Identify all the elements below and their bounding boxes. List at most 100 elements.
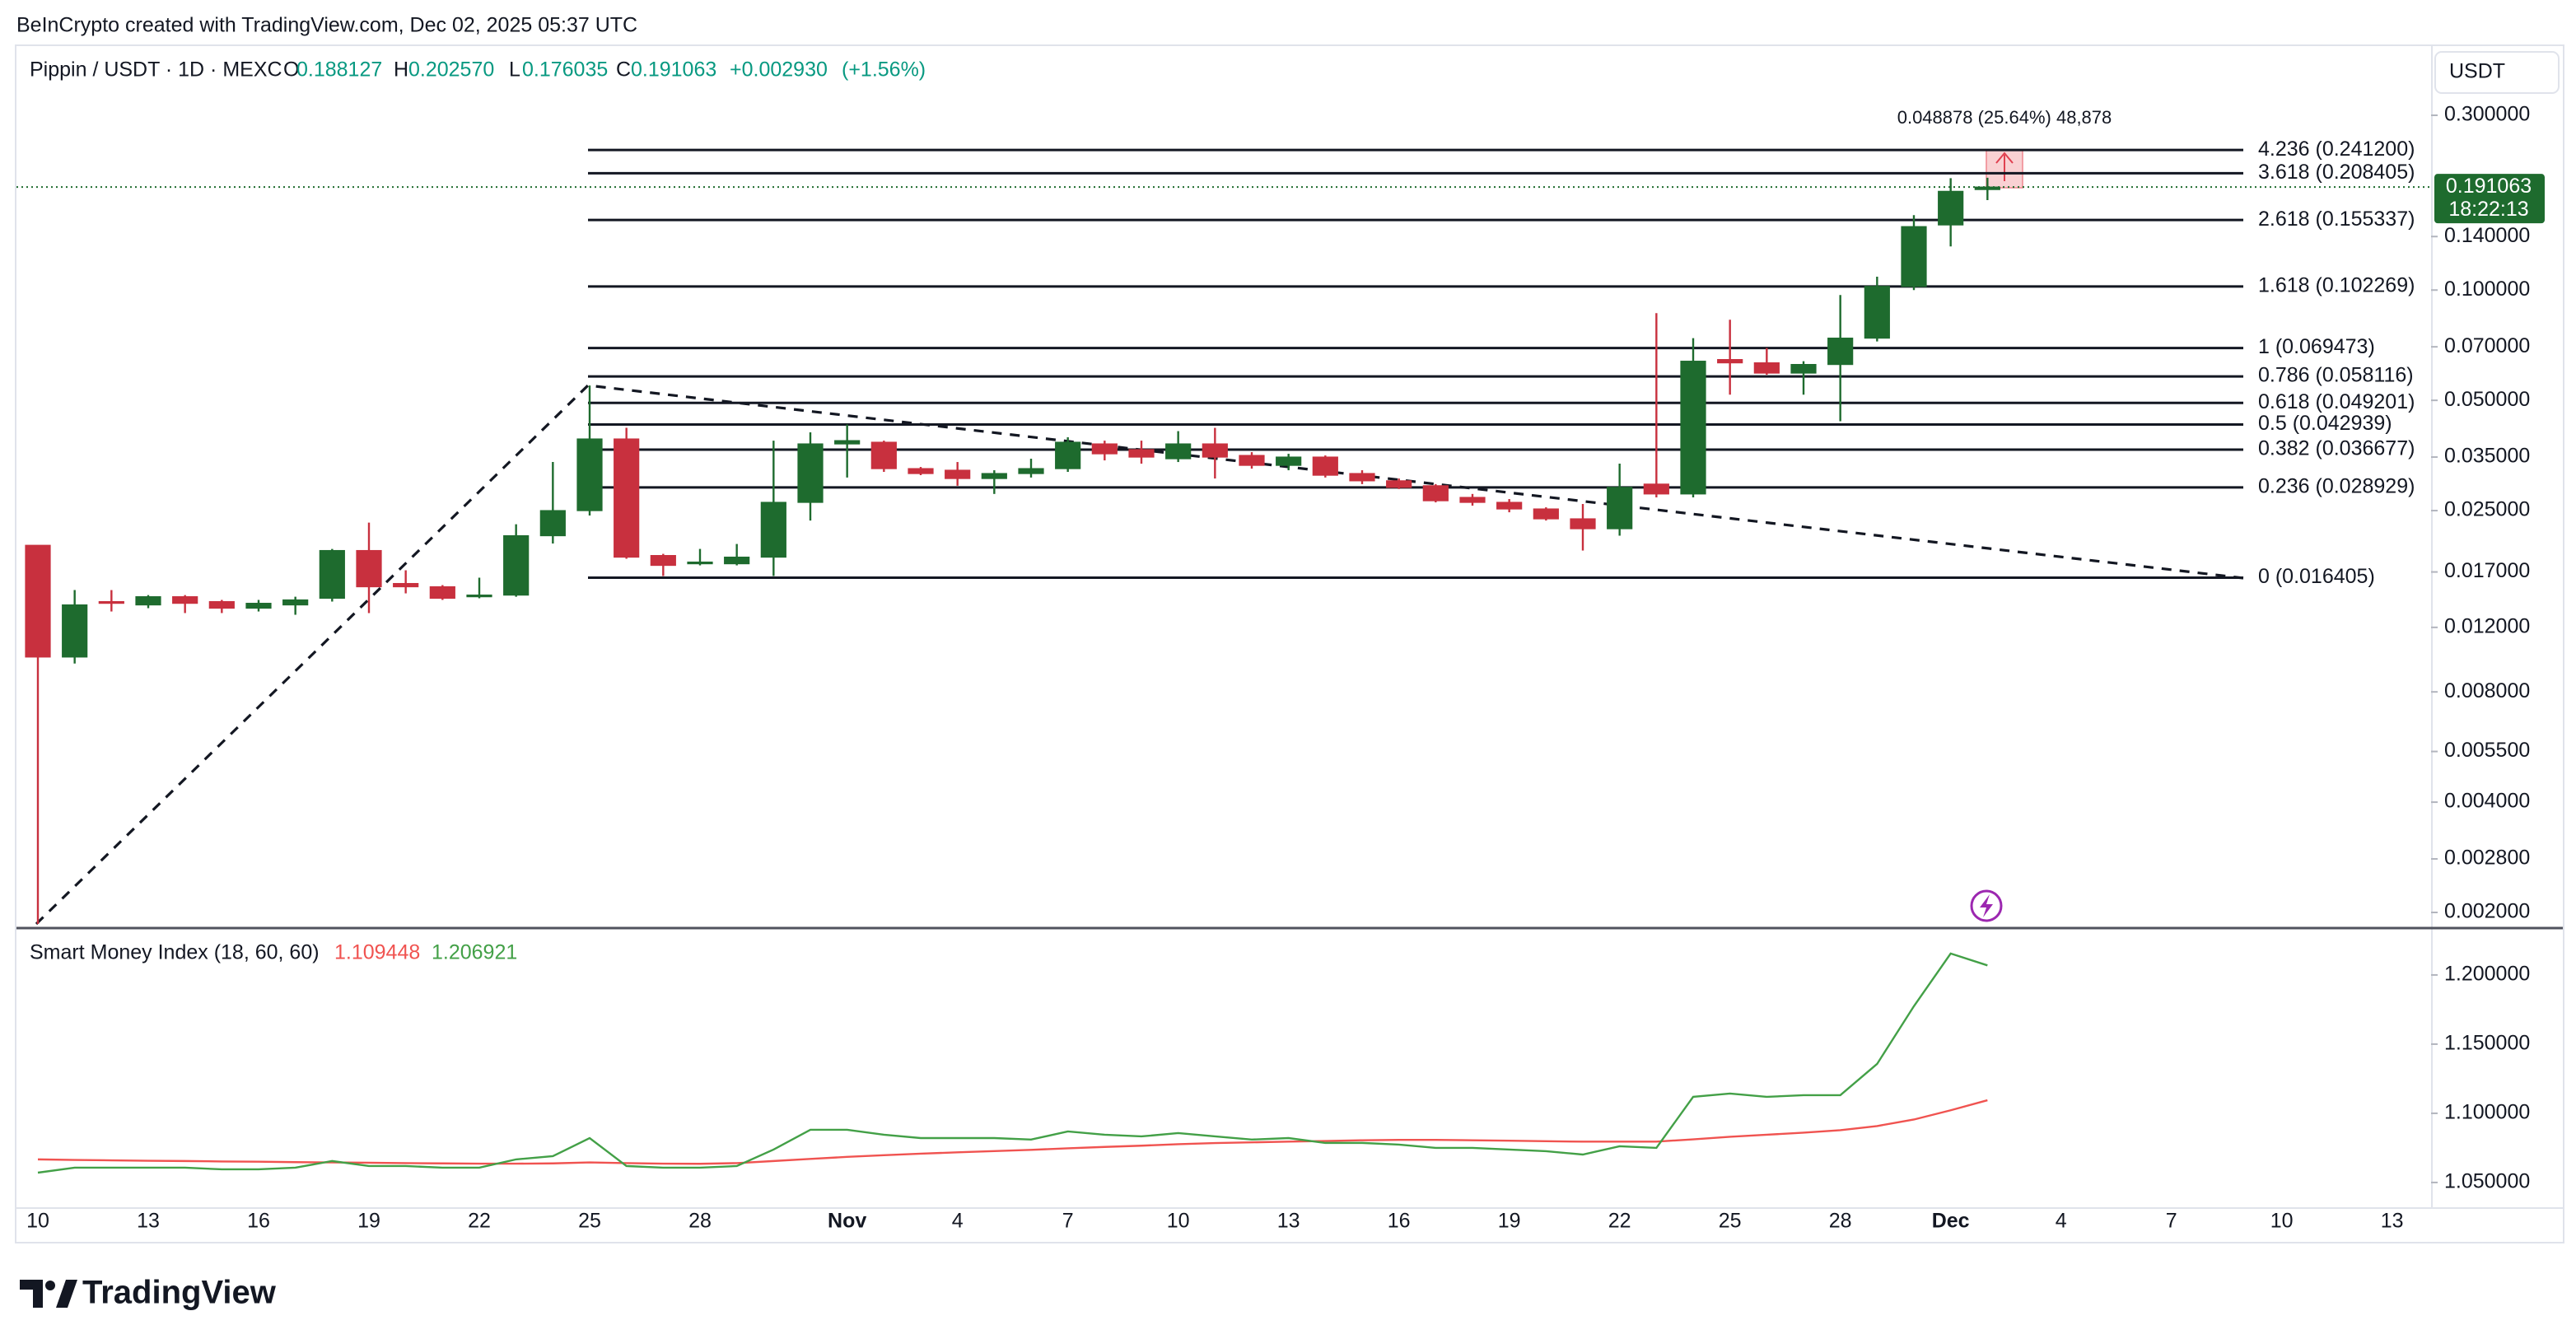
countdown: 18:22:13 (2448, 198, 2528, 221)
candle-body (1165, 443, 1192, 460)
candle-body (1459, 497, 1486, 503)
candle-body (908, 468, 934, 474)
x-tick-label: 7 (1062, 1210, 1074, 1233)
candle-body (1422, 485, 1449, 502)
logo-mark (45, 1281, 55, 1290)
logo-mark (56, 1280, 77, 1308)
candle-body (1202, 443, 1228, 458)
measure-arrow (1995, 152, 2014, 181)
last-price-label: 0.191063 (2446, 175, 2532, 198)
y-tick-label: 0.002000 (2444, 900, 2530, 923)
candle-body (1680, 361, 1706, 495)
ohlc-key: O (283, 58, 299, 82)
candle-body (614, 438, 640, 558)
y-tick-label: 0.100000 (2444, 278, 2530, 301)
indicator-line (37, 1099, 1988, 1165)
ohlc-value: 0.188127 (296, 58, 382, 82)
candle-body (1312, 456, 1338, 476)
candles (25, 177, 2000, 925)
fib-level-label: 1.618 (0.102269) (2258, 274, 2415, 297)
y-tick-label: 0.002800 (2444, 847, 2530, 870)
fib-level-label: 0.236 (0.028929) (2258, 474, 2415, 497)
symbol-title: Pippin / USDT · 1D · MEXC (30, 58, 282, 82)
candle-body (1607, 487, 1633, 530)
candle-body (135, 596, 161, 606)
change-percent: (+1.56%) (842, 58, 926, 82)
fib-level-label: 4.236 (0.241200) (2258, 138, 2415, 161)
candle-body (1570, 518, 1596, 530)
currency-label[interactable]: USDT (2449, 60, 2505, 83)
x-tick-label: 16 (247, 1210, 270, 1233)
candle-body (1974, 186, 2000, 190)
y-tick-label: 1.050000 (2444, 1170, 2530, 1193)
ohlc-key: H (394, 58, 408, 82)
x-tick-label: 10 (2270, 1210, 2294, 1233)
candle-body (760, 502, 786, 558)
y-tick-label: 0.140000 (2444, 224, 2530, 247)
candle-body (1128, 449, 1155, 458)
x-tick-label: 25 (578, 1210, 601, 1233)
ohlc-key: C (616, 58, 631, 82)
x-tick-label: 10 (1167, 1210, 1190, 1233)
chart-frame (15, 44, 2564, 1243)
y-tick-label: 0.050000 (2444, 388, 2530, 411)
candle-body (1753, 362, 1780, 374)
brand-logo: TradingView (20, 1275, 277, 1311)
attribution: BeInCrypto created with TradingView.com,… (16, 14, 637, 37)
x-tick-label: 7 (2166, 1210, 2177, 1233)
x-tick-label: 25 (1719, 1210, 1742, 1233)
logo-mark (20, 1280, 43, 1308)
candle-body (1276, 456, 1302, 466)
candle-body (539, 510, 566, 537)
candle-body (98, 600, 124, 604)
candle-body (1091, 443, 1118, 455)
candle-body (429, 586, 455, 600)
fib-level-label: 2.618 (0.155337) (2258, 208, 2415, 231)
x-tick-label: 19 (1498, 1210, 1521, 1233)
candle-body (356, 549, 382, 588)
x-tick-label: 13 (2381, 1210, 2404, 1233)
candle-body (1790, 364, 1817, 374)
candle-body (1938, 190, 1964, 226)
x-tick-label: 19 (357, 1210, 380, 1233)
candle-body (245, 603, 272, 609)
candle-body (1827, 338, 1854, 366)
candle-body (870, 441, 897, 469)
y-tick-label: 0.012000 (2444, 614, 2530, 637)
x-tick-label: 28 (1829, 1210, 1852, 1233)
y-tick-label: 0.070000 (2444, 334, 2530, 357)
y-tick-label: 1.150000 (2444, 1032, 2530, 1055)
x-tick-label: Nov (828, 1210, 866, 1233)
candle-body (172, 596, 198, 604)
fib-level-label: 0.786 (0.058116) (2258, 364, 2414, 387)
trend-line (35, 384, 2244, 926)
fib-level-label: 1 (0.069473) (2258, 335, 2375, 358)
last-price-box (2434, 174, 2545, 224)
candle-body (1349, 473, 1375, 482)
fib-level-label: 0 (0.016405) (2258, 565, 2375, 588)
candle-body (1386, 480, 1412, 488)
event-icon-bolt (1980, 894, 1993, 917)
measure-label: 0.048878 (25.64%) 48,878 (1897, 107, 2112, 128)
fib-level-label: 0.618 (0.049201) (2258, 390, 2415, 413)
y-tick-label: 0.300000 (2444, 103, 2530, 126)
candle-body (466, 595, 492, 598)
y-tick-label: 0.035000 (2444, 445, 2530, 468)
x-tick-label: 4 (952, 1210, 964, 1233)
candle-body (1901, 226, 1927, 287)
candle-body (1239, 455, 1265, 466)
x-tick-label: 4 (2056, 1210, 2067, 1233)
fib-level-label: 0.382 (0.036677) (2258, 437, 2415, 460)
x-tick-label: 13 (137, 1210, 160, 1233)
indicator-title: Smart Money Index (18, 60, 60) (30, 941, 320, 964)
y-tick-label: 0.008000 (2444, 679, 2530, 702)
fib-level-label: 0.5 (0.042939) (2258, 412, 2392, 435)
candle-body (208, 600, 235, 609)
change: +0.002930 (730, 58, 828, 82)
candle-body (282, 599, 309, 606)
candle-body (62, 604, 88, 658)
brand-name: TradingView (82, 1275, 277, 1311)
candle-body (1717, 359, 1743, 364)
candle-body (1864, 286, 1890, 339)
currency-button[interactable] (2434, 51, 2560, 94)
